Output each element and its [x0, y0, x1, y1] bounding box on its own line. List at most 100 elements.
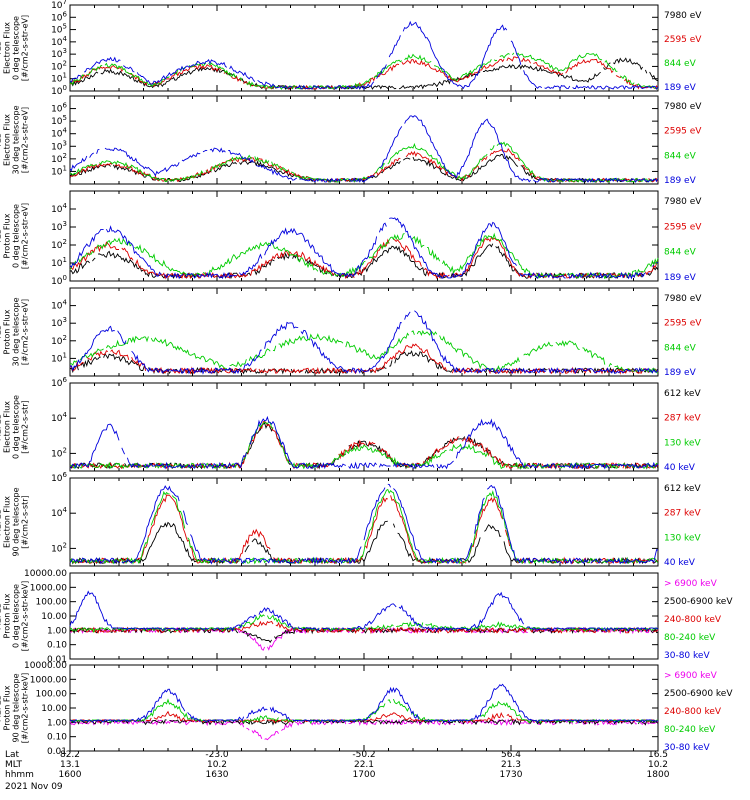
mlt-tick-label: 10.2	[648, 760, 668, 770]
series-line-green	[69, 421, 659, 470]
lat-tick-label: 82.2	[60, 750, 80, 760]
y-tick-label: 103	[51, 47, 67, 60]
y-tick-label: 10.00	[41, 704, 67, 714]
y-axis-label: TEDProton Flux30 deg telescope[#/cm2-s-s…	[0, 297, 30, 366]
legend-label: 30-80 keV	[664, 743, 710, 753]
panel-5: 102 104 106 MEPEDElectron Flux0 deg telesco…	[0, 376, 701, 473]
y-tick-label: 1.00	[47, 626, 67, 636]
legend-label: 40 keV	[664, 463, 696, 473]
y-tick-label: 1000.00	[30, 675, 67, 685]
y-axis-label: MEPEDProton Flux0 deg telescope[#/cm2-s-…	[0, 581, 30, 652]
y-tick-label: 0.01	[47, 747, 67, 757]
y-tick-label: 104	[51, 35, 67, 48]
series-line-red	[69, 236, 659, 280]
y-axis-label: MEPEDElectron Flux0 deg telescope[#/cm2-…	[0, 395, 30, 459]
y-axis-label: TEDElectron Flux0 deg telescope[#/cm2-s-…	[0, 15, 30, 81]
y-tick-label: 100.00	[36, 598, 68, 608]
series-line-blue	[69, 217, 659, 280]
panel-7: 0.01 0.10 1.00 10.00 100.00 1000.00 10000.00 ME…	[0, 569, 733, 665]
y-tick-label: 102	[51, 541, 67, 554]
series-line-green	[69, 614, 659, 634]
legend-label: > 6900 keV	[664, 671, 718, 681]
panel-6: 102 104 106 MEPEDElectron Flux90 deg telesc…	[0, 471, 701, 568]
legend-label: 7980 eV	[664, 11, 702, 21]
legend-label: 612 keV	[664, 484, 701, 494]
y-tick-label: 10000.00	[24, 569, 67, 579]
series-line-black	[69, 153, 659, 184]
y-tick-label: 104	[51, 299, 67, 312]
y-tick-label: 102	[51, 238, 67, 251]
lat-tick-label: 16.5	[648, 750, 668, 760]
date-label: 2021 Nov 09	[5, 782, 63, 792]
legend-label: 2595 eV	[664, 35, 702, 45]
legend-label: 240-800 keV	[664, 615, 722, 625]
lat-tick-label: -23.0	[205, 750, 229, 760]
panel-4: 101 102 103 104 TEDProton Flux30 deg telesco…	[0, 287, 702, 378]
y-tick-label: 0.10	[47, 733, 67, 743]
lat-tick-label: 56.4	[501, 750, 521, 760]
y-tick-label: 106	[51, 10, 67, 23]
y-tick-label: 102	[51, 152, 67, 165]
time-axis-row-label: MLT	[5, 760, 23, 770]
y-tick-label: 105	[51, 23, 67, 36]
y-tick-label: 103	[51, 316, 67, 329]
series-line-blue	[69, 20, 659, 91]
series-line-blue	[69, 683, 659, 724]
legend-label: 130 keV	[664, 533, 701, 543]
y-tick-label: 107	[51, 0, 67, 11]
panel-frame	[69, 287, 659, 377]
y-tick-label: 10.00	[41, 612, 67, 622]
legend-label: 2500-6900 keV	[664, 597, 733, 607]
legend-label: 80-240 keV	[664, 633, 716, 643]
y-axis-label: TEDProton Flux0 deg telescope[#/cm2-s-st…	[0, 203, 30, 269]
y-axis-label: MEPEDElectron Flux90 deg telescope[#/cm2…	[0, 487, 30, 556]
y-tick-label: 1.00	[47, 718, 67, 728]
series-line-green	[69, 329, 659, 374]
legend-label: 2595 eV	[664, 319, 702, 329]
legend-label: 2595 eV	[664, 222, 702, 232]
hhmm-tick-label: 1600	[59, 770, 82, 780]
series-line-green	[69, 488, 659, 565]
mlt-tick-label: 21.3	[501, 760, 521, 770]
y-tick-label: 0.01	[47, 655, 67, 665]
legend-label: 844 eV	[664, 343, 697, 353]
series-line-blue	[69, 483, 659, 565]
lat-tick-label: -50.2	[352, 750, 375, 760]
legend-label: 287 keV	[664, 414, 701, 424]
y-tick-label: 103	[51, 220, 67, 233]
time-axis: LatMLThhmm82.213.11600-23.010.21630-50.2…	[5, 750, 670, 792]
legend-label: 287 keV	[664, 509, 701, 519]
hhmm-tick-label: 1730	[500, 770, 523, 780]
y-tick-label: 101	[51, 164, 67, 177]
series-line-green	[69, 52, 659, 90]
y-tick-label: 106	[51, 376, 67, 389]
legend-label: 30-80 keV	[664, 651, 710, 661]
legend-label: 189 eV	[664, 368, 697, 378]
legend-label: > 6900 keV	[664, 579, 718, 589]
series-line-green	[69, 141, 659, 183]
legend-label: 844 eV	[664, 151, 697, 161]
panel-frame	[69, 95, 659, 185]
panel-3: 100 101 102 103 104 TEDProton Flux0 deg teles…	[0, 190, 702, 287]
legend-label: 7980 eV	[664, 197, 702, 207]
legend-label: 130 keV	[664, 438, 701, 448]
panel-frame	[69, 382, 659, 472]
series-line-blue	[69, 590, 659, 633]
y-tick-label: 104	[51, 127, 67, 140]
y-axis-label: TEDElectron Flux30 deg telescope[#/cm2-s…	[0, 105, 30, 174]
legend-label: 7980 eV	[664, 294, 702, 304]
y-tick-label: 104	[51, 506, 67, 519]
series-line-blue	[69, 415, 659, 470]
series-line-red	[69, 343, 659, 375]
legend-label: 844 eV	[664, 248, 697, 258]
y-tick-label: 101	[51, 256, 67, 269]
legend-label: 189 eV	[664, 83, 697, 93]
y-tick-label: 0.10	[47, 641, 67, 651]
hhmm-tick-label: 1630	[206, 770, 229, 780]
series-line-black	[69, 520, 659, 565]
time-axis-row-label: Lat	[5, 750, 20, 760]
series-line-blue	[69, 310, 659, 375]
